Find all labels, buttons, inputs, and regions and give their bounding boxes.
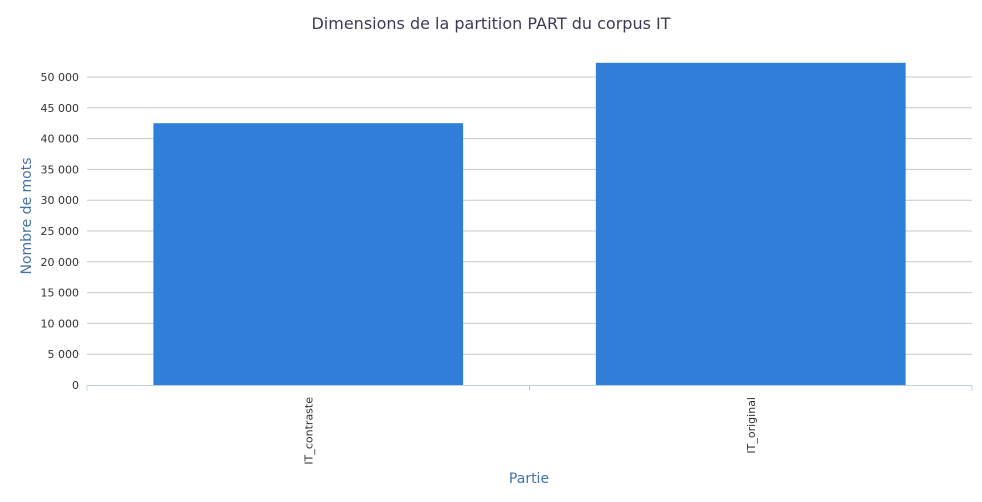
- y-axis-title: Nombre de mots: [19, 157, 35, 274]
- y-tick-label: 45 000: [41, 102, 80, 115]
- y-tick-label: 50 000: [41, 71, 80, 84]
- y-tick-label: 10 000: [41, 317, 80, 330]
- chart-title: Dimensions de la partition PART du corpu…: [311, 14, 670, 33]
- x-tick-label: IT_original: [745, 397, 758, 454]
- x-tick-label: IT_contraste: [302, 397, 315, 465]
- x-axis-ticks: IT_contraste IT_original: [86, 385, 973, 465]
- y-tick-label: 30 000: [41, 194, 80, 207]
- y-tick-label: 0: [72, 379, 79, 392]
- y-axis-ticks: 0 5 000 10 000 15 000 20 000 25 000 30 000 35 0…: [41, 71, 80, 392]
- bar-it-contraste[interactable]: [153, 123, 464, 385]
- bar-it-original[interactable]: [595, 62, 906, 385]
- y-tick-label: 40 000: [41, 133, 80, 146]
- y-tick-label: 25 000: [41, 225, 80, 238]
- y-tick-label: 35 000: [41, 163, 80, 176]
- bars: [153, 62, 906, 385]
- y-tick-label: 5 000: [48, 348, 80, 361]
- y-tick-label: 20 000: [41, 256, 80, 269]
- x-axis-title: Partie: [509, 471, 549, 487]
- y-tick-label: 15 000: [41, 287, 80, 300]
